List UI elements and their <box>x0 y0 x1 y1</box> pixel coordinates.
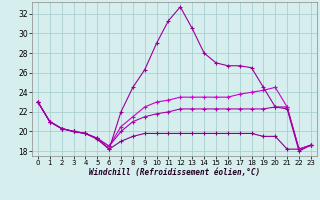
X-axis label: Windchill (Refroidissement éolien,°C): Windchill (Refroidissement éolien,°C) <box>89 168 260 177</box>
